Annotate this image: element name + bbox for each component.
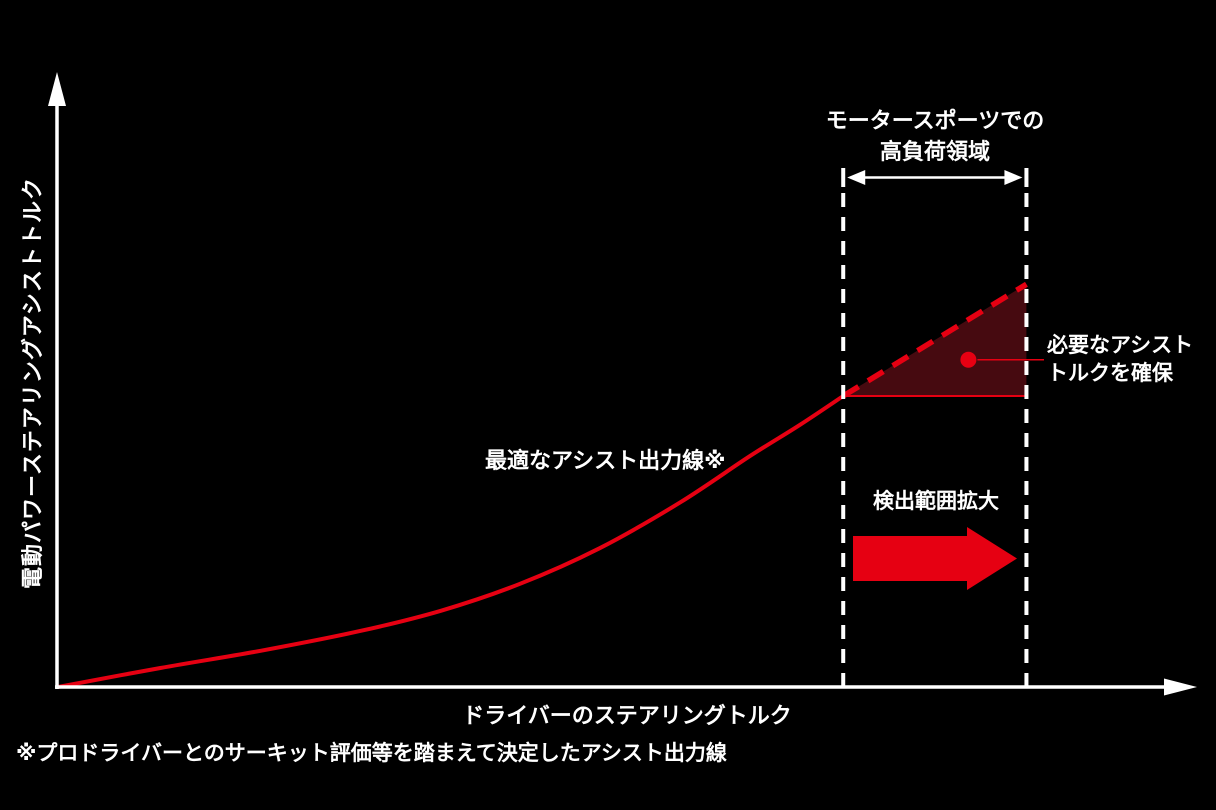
extended-assist-dashed-line	[841, 281, 1028, 399]
x-axis-label: ドライバーのステアリングトルク	[462, 703, 792, 728]
x-axis-arrowhead-icon	[1164, 678, 1197, 696]
range-cap-left	[841, 168, 846, 187]
detection-range-arrow-icon	[853, 527, 1017, 590]
high-load-region-label: モータースポーツでの 高負荷領域	[826, 105, 1044, 167]
assist-annotation-line1: 必要なアシスト	[1047, 334, 1194, 357]
range-arrowhead-left-icon	[847, 170, 866, 185]
footnote-text: ※プロドライバーとのサーキット評価等を踏まえて決定したアシスト出力線	[16, 742, 727, 765]
assist-callout-dot	[960, 351, 977, 368]
range-arrowhead-right-icon	[1004, 170, 1023, 185]
range-cap-right	[1024, 168, 1029, 187]
optimal-assist-curve-label: 最適なアシスト出力線※	[485, 448, 726, 473]
optimal-assist-curve	[56, 394, 846, 689]
range-double-arrow-icon	[841, 168, 1029, 187]
detection-range-label: 検出範囲拡大	[873, 490, 999, 513]
assist-annotation-label: 必要なアシスト トルクを確保	[1047, 332, 1193, 388]
high-load-region-label-line2: 高負荷領域	[879, 139, 990, 164]
y-axis-arrowhead-icon	[48, 72, 66, 106]
assist-annotation-line2: トルクを確保	[1047, 362, 1173, 385]
high-load-region-label-line1: モータースポーツでの	[825, 108, 1045, 133]
y-axis-label: 電動パワーステアリングアシストトルク	[20, 176, 45, 590]
